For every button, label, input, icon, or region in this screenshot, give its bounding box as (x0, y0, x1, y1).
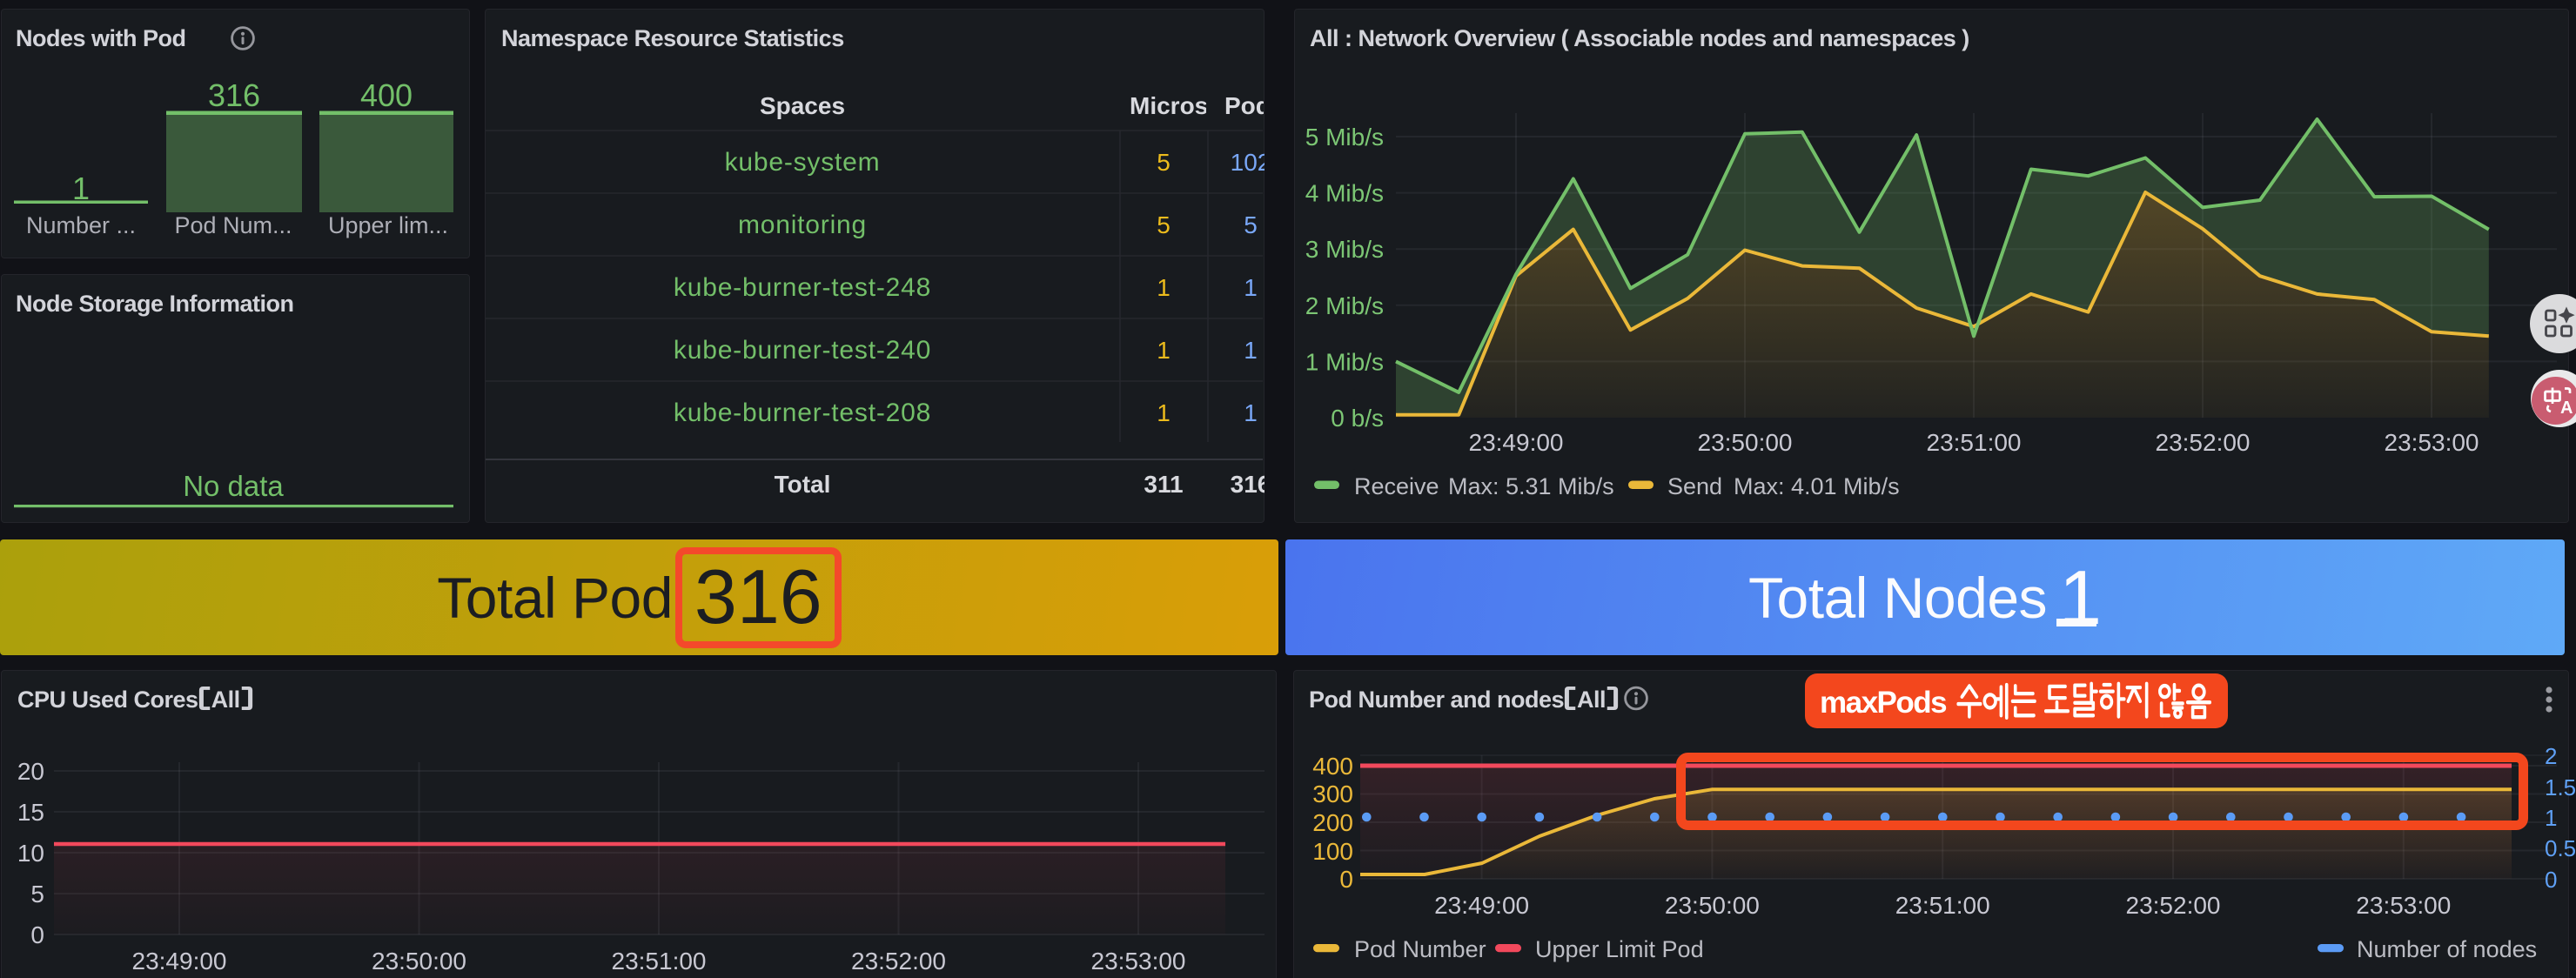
svg-text:23:51:00: 23:51:00 (1927, 429, 2022, 456)
svg-text:5: 5 (30, 881, 44, 908)
svg-text:23:52:00: 23:52:00 (2156, 429, 2251, 456)
svg-text:1.5: 1.5 (2545, 774, 2576, 800)
svg-text:400: 400 (360, 77, 413, 113)
svg-text:1: 1 (1244, 337, 1258, 364)
svg-text:23:51:00: 23:51:00 (612, 948, 707, 975)
svg-text:1: 1 (1157, 274, 1171, 301)
svg-text:Spaces: Spaces (760, 92, 845, 119)
svg-text:23:49:00: 23:49:00 (132, 948, 227, 975)
svg-text:Pod Num...: Pod Num... (174, 212, 292, 238)
svg-text:kube-burner-test-248: kube-burner-test-248 (674, 273, 931, 302)
svg-text:1: 1 (1157, 337, 1171, 364)
svg-text:10: 10 (17, 840, 44, 867)
svg-text:Number of nodes: Number of nodes (2357, 936, 2537, 962)
svg-text:100: 100 (1312, 838, 1353, 865)
svg-text:monitoring: monitoring (738, 211, 867, 239)
svg-text:0: 0 (30, 921, 44, 948)
svg-text:311: 311 (1144, 471, 1183, 498)
svg-text:0 b/s: 0 b/s (1331, 405, 1384, 432)
svg-text:23:53:00: 23:53:00 (2356, 892, 2451, 919)
svg-text:kube-burner-test-208: kube-burner-test-208 (674, 399, 931, 427)
svg-text:maxPods: maxPods (1820, 686, 1947, 720)
svg-text:1: 1 (2545, 805, 2557, 831)
svg-text:Microservice: Microservice (1130, 92, 1265, 119)
svg-text:kube-burner-test-240: kube-burner-test-240 (674, 336, 931, 365)
svg-text:200: 200 (1312, 809, 1353, 836)
svg-text:23:50:00: 23:50:00 (1698, 429, 1793, 456)
svg-text:kube-system: kube-system (725, 148, 881, 177)
svg-text:15: 15 (17, 799, 44, 826)
svg-text:Max: 4.01 Mib/s: Max: 4.01 Mib/s (1734, 473, 1900, 499)
svg-text:0: 0 (1339, 866, 1353, 893)
svg-text:1: 1 (72, 171, 90, 206)
svg-text:23:51:00: 23:51:00 (1895, 892, 1990, 919)
svg-text:102: 102 (1231, 149, 1265, 176)
svg-text:Total: Total (775, 471, 831, 498)
svg-text:Pod Number: Pod Number (1224, 92, 1265, 119)
svg-text:20: 20 (17, 758, 44, 785)
svg-text:Upper Limit Pod: Upper Limit Pod (1535, 936, 1704, 962)
svg-text:23:53:00: 23:53:00 (2385, 429, 2479, 456)
svg-text:1: 1 (1244, 399, 1258, 426)
svg-text:4 Mib/s: 4 Mib/s (1305, 180, 1384, 207)
svg-text:5: 5 (1157, 149, 1171, 176)
svg-text:23:52:00: 23:52:00 (851, 948, 946, 975)
svg-text:Pod Number: Pod Number (1354, 936, 1486, 962)
svg-text:5: 5 (1157, 211, 1171, 238)
svg-text:23:53:00: 23:53:00 (1091, 948, 1186, 975)
svg-text:Receive: Receive (1354, 473, 1439, 499)
svg-text:Upper lim...: Upper lim... (328, 212, 448, 238)
svg-text:No data: No data (183, 470, 284, 502)
svg-text:23:52:00: 23:52:00 (2126, 892, 2221, 919)
svg-text:5 Mib/s: 5 Mib/s (1305, 124, 1384, 151)
svg-text:23:49:00: 23:49:00 (1469, 429, 1564, 456)
svg-text:400: 400 (1312, 753, 1353, 780)
svg-text:2 Mib/s: 2 Mib/s (1305, 292, 1384, 319)
svg-text:300: 300 (1312, 780, 1353, 807)
svg-text:1: 1 (1244, 274, 1258, 301)
svg-text:3 Mib/s: 3 Mib/s (1305, 236, 1384, 263)
svg-text:Number ...: Number ... (26, 212, 136, 238)
svg-text:0.5: 0.5 (2545, 835, 2576, 861)
svg-text:Max: 5.31 Mib/s: Max: 5.31 Mib/s (1448, 473, 1614, 499)
svg-text:23:50:00: 23:50:00 (1665, 892, 1760, 919)
svg-text:0: 0 (2545, 867, 2557, 893)
svg-text:316: 316 (208, 77, 260, 113)
svg-text:1 Mib/s: 1 Mib/s (1305, 348, 1384, 375)
svg-text:23:50:00: 23:50:00 (372, 948, 466, 975)
svg-text:1: 1 (1157, 399, 1171, 426)
svg-text:23:49:00: 23:49:00 (1434, 892, 1529, 919)
svg-text:Send: Send (1667, 473, 1722, 499)
svg-text:5: 5 (1244, 211, 1258, 238)
svg-text:2: 2 (2545, 743, 2557, 769)
svg-text:A: A (2560, 399, 2573, 418)
svg-text:316: 316 (1231, 471, 1265, 498)
